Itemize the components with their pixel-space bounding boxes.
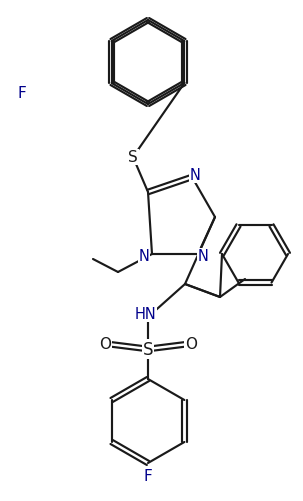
Text: F: F (18, 85, 26, 100)
Text: S: S (128, 150, 138, 165)
Text: F: F (144, 468, 152, 483)
Text: S: S (143, 340, 153, 358)
Text: HN: HN (134, 307, 156, 322)
Text: N: N (190, 168, 201, 183)
Text: N: N (198, 249, 208, 264)
Text: N: N (138, 249, 149, 264)
Text: O: O (99, 337, 111, 352)
Text: O: O (185, 337, 197, 352)
